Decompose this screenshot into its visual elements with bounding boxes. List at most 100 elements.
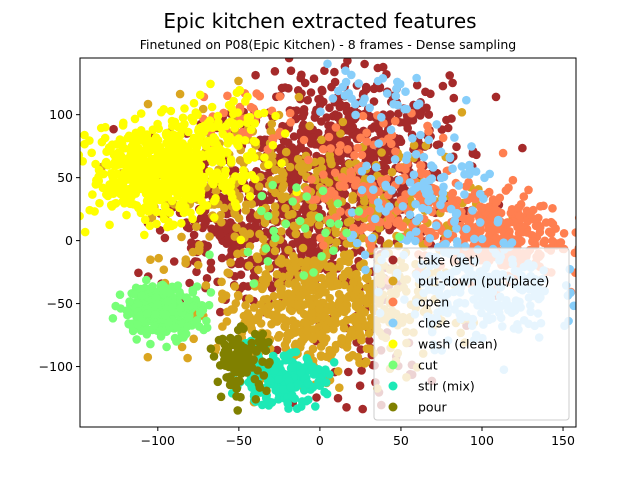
legend-marker (388, 255, 398, 265)
data-point (207, 102, 217, 112)
data-point (236, 235, 246, 245)
data-point (139, 171, 149, 180)
data-point (130, 180, 139, 190)
data-point (269, 291, 279, 301)
data-point (334, 219, 344, 229)
data-point (175, 89, 185, 99)
data-point (132, 201, 141, 210)
data-point (314, 220, 324, 230)
data-point (234, 76, 243, 86)
data-point (341, 66, 350, 75)
data-point (329, 358, 339, 367)
data-point (289, 251, 298, 261)
data-point (291, 339, 301, 349)
data-point (189, 230, 199, 240)
data-point (111, 301, 120, 311)
data-point (267, 283, 277, 293)
data-point (247, 383, 257, 392)
data-point (247, 338, 257, 348)
data-point (163, 138, 172, 148)
data-point (270, 67, 280, 76)
data-point (230, 198, 240, 208)
data-point (337, 334, 346, 343)
data-point (285, 162, 295, 172)
data-point (454, 181, 464, 190)
data-point (507, 238, 517, 247)
data-point (286, 66, 296, 75)
data-point (465, 164, 475, 173)
data-point (501, 186, 511, 195)
data-point (305, 249, 315, 259)
data-point (317, 251, 326, 261)
data-point (340, 269, 350, 279)
data-point (460, 170, 469, 179)
data-point (443, 229, 453, 238)
data-point (65, 193, 74, 202)
data-point (277, 167, 287, 177)
data-point (217, 253, 227, 263)
data-point (439, 182, 448, 192)
data-point (287, 391, 297, 401)
data-point (189, 334, 198, 344)
data-point (398, 202, 408, 211)
data-point (253, 254, 263, 264)
data-point (249, 279, 259, 288)
data-point (234, 134, 243, 143)
data-point (439, 172, 449, 182)
data-point (333, 199, 343, 208)
data-point (177, 232, 186, 242)
data-point (361, 320, 370, 330)
data-point (304, 293, 314, 303)
data-point (277, 302, 287, 311)
data-point (346, 167, 356, 177)
data-point (241, 301, 250, 310)
data-point (281, 203, 290, 213)
data-point (108, 172, 117, 181)
plot-frame (79, 57, 577, 428)
data-point (369, 97, 379, 106)
data-point (233, 290, 243, 300)
data-point (302, 192, 312, 201)
data-point (168, 131, 178, 141)
y-tick-label: 50 (57, 170, 73, 185)
data-point (390, 155, 400, 164)
data-point (80, 227, 90, 237)
data-point (280, 340, 290, 350)
data-point (272, 270, 282, 279)
data-point (405, 178, 415, 187)
data-point (321, 365, 330, 375)
data-point (316, 352, 326, 361)
data-point (227, 305, 236, 314)
data-point (193, 260, 203, 270)
data-point (336, 207, 345, 216)
data-point (206, 344, 216, 354)
data-point (395, 134, 404, 144)
data-point (290, 278, 300, 287)
data-point (243, 113, 253, 123)
data-point (445, 71, 455, 80)
data-point (424, 135, 434, 145)
data-point (253, 109, 263, 119)
data-point (320, 66, 329, 75)
data-point (133, 320, 142, 329)
data-point (201, 218, 210, 227)
data-point (130, 114, 140, 124)
data-point (226, 258, 235, 267)
data-point (217, 217, 226, 227)
data-point (270, 202, 280, 211)
legend-label: wash (clean) (418, 337, 498, 352)
data-point (450, 133, 459, 142)
data-point (569, 301, 576, 311)
data-point (253, 265, 263, 275)
data-point (155, 142, 165, 152)
data-point (339, 318, 348, 328)
data-point (224, 118, 233, 128)
data-point (193, 110, 202, 119)
data-point (174, 181, 184, 190)
data-point (298, 243, 308, 253)
chart-title: Epic kitchen extracted features (163, 9, 476, 33)
data-point (122, 160, 131, 170)
data-point (312, 393, 321, 402)
data-point (237, 368, 247, 377)
y-tick-label: 0 (65, 233, 73, 248)
